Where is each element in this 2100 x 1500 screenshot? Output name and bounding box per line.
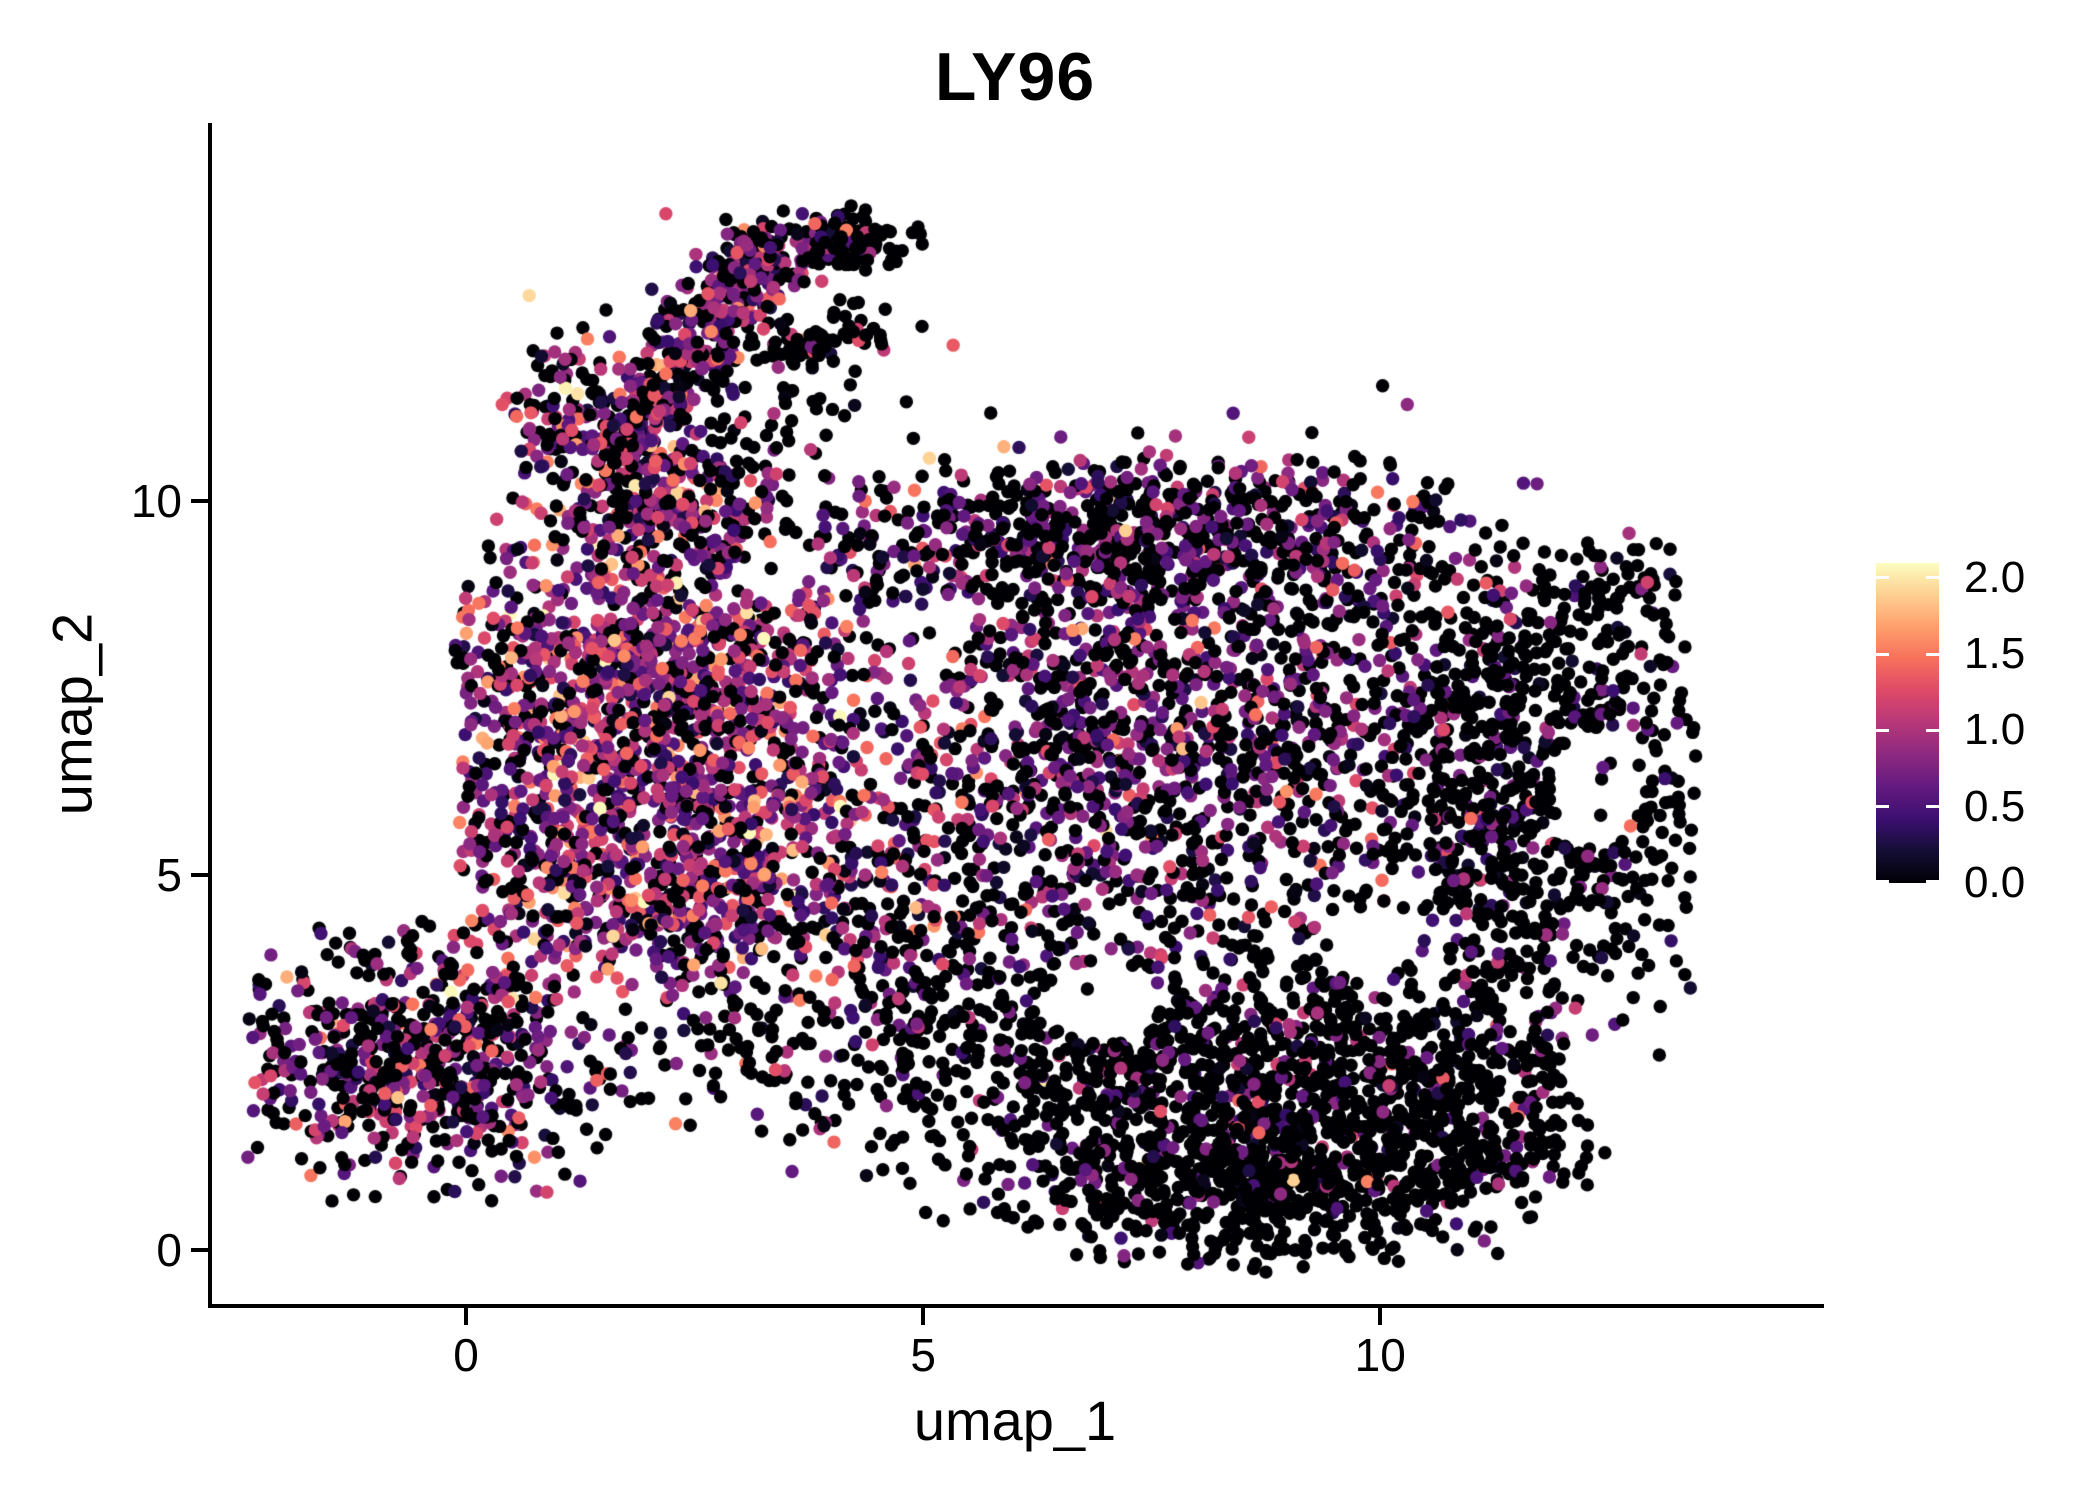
- colorbar-tick-mark: [1926, 880, 1939, 883]
- colorbar-gradient: [1876, 563, 1939, 883]
- colorbar-tick-label: 0.5: [1964, 781, 2026, 831]
- y-axis-tick-label: 10: [130, 474, 182, 527]
- x-axis-tick-label: 5: [910, 1329, 936, 1381]
- y-axis-tick-label: 5: [156, 849, 182, 902]
- y-axis-tick-label: 0: [156, 1223, 182, 1276]
- x-axis-tick-mark: [1378, 1308, 1383, 1325]
- colorbar-tick-label: 1.0: [1964, 705, 2026, 755]
- chart-title: LY96: [934, 39, 1096, 115]
- x-axis-title: umap_1: [913, 1389, 1117, 1452]
- colorbar-tick-mark: [1876, 728, 1889, 732]
- colorbar-tick-mark: [1926, 728, 1939, 732]
- x-axis-line: [208, 1304, 1824, 1308]
- x-axis-tick-label: 10: [1354, 1329, 1406, 1381]
- y-axis-title: umap_2: [40, 612, 104, 816]
- colorbar-tick-mark: [1876, 880, 1889, 883]
- colorbar-tick-label: 0.0: [1964, 858, 2026, 907]
- y-axis-tick-mark: [191, 498, 208, 503]
- colorbar-tick-mark: [1926, 576, 1939, 580]
- colorbar-tick-label: 2.0: [1964, 552, 2026, 602]
- x-axis-tick-label: 0: [453, 1329, 479, 1381]
- colorbar-tick-mark: [1926, 652, 1939, 656]
- x-axis-tick-mark: [463, 1308, 468, 1325]
- y-axis-tick-mark: [191, 873, 208, 878]
- colorbar-tick-mark: [1876, 576, 1889, 580]
- colorbar-tick-mark: [1926, 805, 1939, 809]
- colorbar-tick-label: 1.5: [1964, 629, 2026, 679]
- colorbar-tick-mark: [1876, 652, 1889, 656]
- y-axis-line: [208, 123, 212, 1308]
- x-axis-tick-mark: [921, 1308, 926, 1325]
- colorbar-tick-mark: [1876, 805, 1889, 809]
- y-axis-tick-mark: [191, 1247, 208, 1252]
- colorbar-legend: [1876, 563, 1939, 883]
